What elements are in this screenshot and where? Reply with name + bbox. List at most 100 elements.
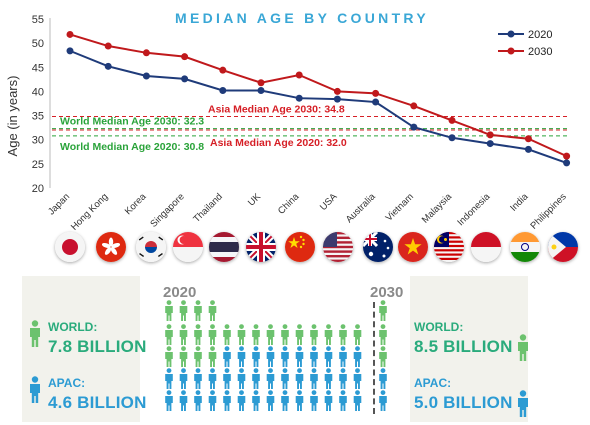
person-icon	[339, 368, 347, 389]
person-icon	[295, 390, 304, 411]
uk-flag-icon	[246, 232, 276, 262]
person-icon	[179, 346, 188, 367]
person-icon	[353, 324, 362, 345]
person-icon	[353, 390, 362, 411]
x-tick-label: Hong Kong	[69, 191, 110, 232]
data-point-2020	[257, 86, 265, 94]
korea-flag-icon	[136, 232, 166, 262]
indonesia-flag-icon	[471, 232, 501, 262]
person-icon	[353, 368, 362, 389]
person-icon	[194, 368, 202, 389]
thailand-flag-icon	[209, 232, 239, 262]
person-icon	[379, 324, 387, 345]
person-icon	[237, 324, 246, 345]
population-pictogram	[165, 300, 387, 411]
reference-label: Asia Median Age 2020: 32.0	[210, 137, 347, 149]
person-icon	[252, 346, 260, 367]
person-icon	[223, 368, 231, 389]
y-tick-label: 30	[32, 135, 44, 147]
series-line-2030	[69, 33, 568, 158]
x-tick-label: Korea	[123, 191, 149, 217]
data-point-2030	[219, 66, 227, 74]
person-icon	[165, 300, 173, 321]
x-tick-label: USA	[318, 191, 340, 213]
person-icon	[266, 368, 275, 389]
y-axis-label: Age (in years)	[5, 76, 20, 157]
person-icon	[223, 346, 231, 367]
person-icon	[208, 390, 217, 411]
person-icon	[179, 368, 188, 389]
population-panel-2020: WORLD: 7.8 BILLION APAC: 4.6 BILLION	[22, 276, 146, 422]
india-flag-icon	[510, 232, 540, 262]
data-point-2020	[563, 159, 571, 167]
person-icon	[252, 390, 260, 411]
person-icon	[237, 390, 246, 411]
data-point-2030	[181, 53, 189, 61]
person-icon	[379, 346, 387, 367]
world-person-icon	[518, 334, 528, 361]
person-icon	[223, 390, 231, 411]
x-tick-label: China	[276, 191, 302, 217]
person-icon	[194, 390, 202, 411]
data-point-2020	[295, 94, 303, 102]
data-point-2030	[66, 30, 74, 38]
person-icon	[266, 390, 275, 411]
person-icon	[194, 346, 202, 367]
person-icon	[310, 368, 318, 389]
y-tick-label: 55	[32, 14, 44, 26]
person-icon	[324, 390, 333, 411]
data-point-2020	[486, 140, 494, 148]
person-icon	[252, 368, 260, 389]
data-point-2030	[257, 79, 265, 87]
x-tick-label: Malaysia	[420, 191, 455, 226]
person-icon	[266, 324, 275, 345]
apac-value-2020: 4.6 BILLION	[48, 393, 147, 412]
x-tick-label: UK	[246, 191, 264, 209]
person-icon	[379, 368, 387, 389]
person-icon	[281, 324, 289, 345]
data-point-2020	[410, 123, 418, 131]
apac-label-2020: APAC:	[48, 376, 86, 390]
legend-label-2020: 2020	[528, 29, 552, 41]
data-point-2030	[524, 135, 532, 143]
person-icon	[208, 346, 217, 367]
legend: 2020 2030	[498, 29, 552, 58]
world-label-2030: WORLD:	[414, 320, 464, 334]
data-point-2030	[486, 131, 494, 139]
legend-marker-2030	[507, 47, 515, 55]
x-tick-label: Indonesia	[455, 191, 492, 228]
y-tick-label: 25	[32, 159, 44, 171]
person-icon	[252, 324, 260, 345]
person-icon	[310, 390, 318, 411]
x-tick-label: Vietnam	[384, 191, 416, 223]
data-point-2020	[104, 62, 112, 70]
x-tick-label: India	[508, 191, 531, 214]
person-icon	[379, 390, 387, 411]
data-point-2030	[372, 89, 380, 97]
malaysia-flag-icon	[434, 232, 464, 262]
y-tick-labels: 20 25 30 35 40 45 50 55	[32, 14, 44, 195]
data-point-2020	[372, 98, 380, 106]
data-point-2020	[333, 95, 341, 103]
y-tick-label: 40	[32, 86, 44, 98]
person-icon	[339, 390, 347, 411]
person-icon	[339, 346, 347, 367]
person-icon	[179, 324, 188, 345]
data-point-2030	[142, 49, 150, 57]
person-icon	[179, 300, 188, 321]
person-icon	[179, 390, 188, 411]
data-point-2030	[104, 42, 112, 50]
world-value-2020: 7.8 BILLION	[48, 337, 147, 356]
philippines-flag-icon	[548, 232, 578, 262]
apac-label-2030: APAC:	[414, 376, 452, 390]
x-tick-label: Singapore	[148, 191, 186, 229]
data-point-2020	[142, 72, 150, 80]
person-icon	[310, 324, 318, 345]
person-icon	[379, 300, 387, 321]
data-point-2020	[181, 75, 189, 83]
person-icon	[281, 368, 289, 389]
person-icon	[295, 346, 304, 367]
y-tick-label: 20	[32, 183, 44, 195]
person-icon	[165, 368, 173, 389]
data-point-2030	[410, 102, 418, 110]
